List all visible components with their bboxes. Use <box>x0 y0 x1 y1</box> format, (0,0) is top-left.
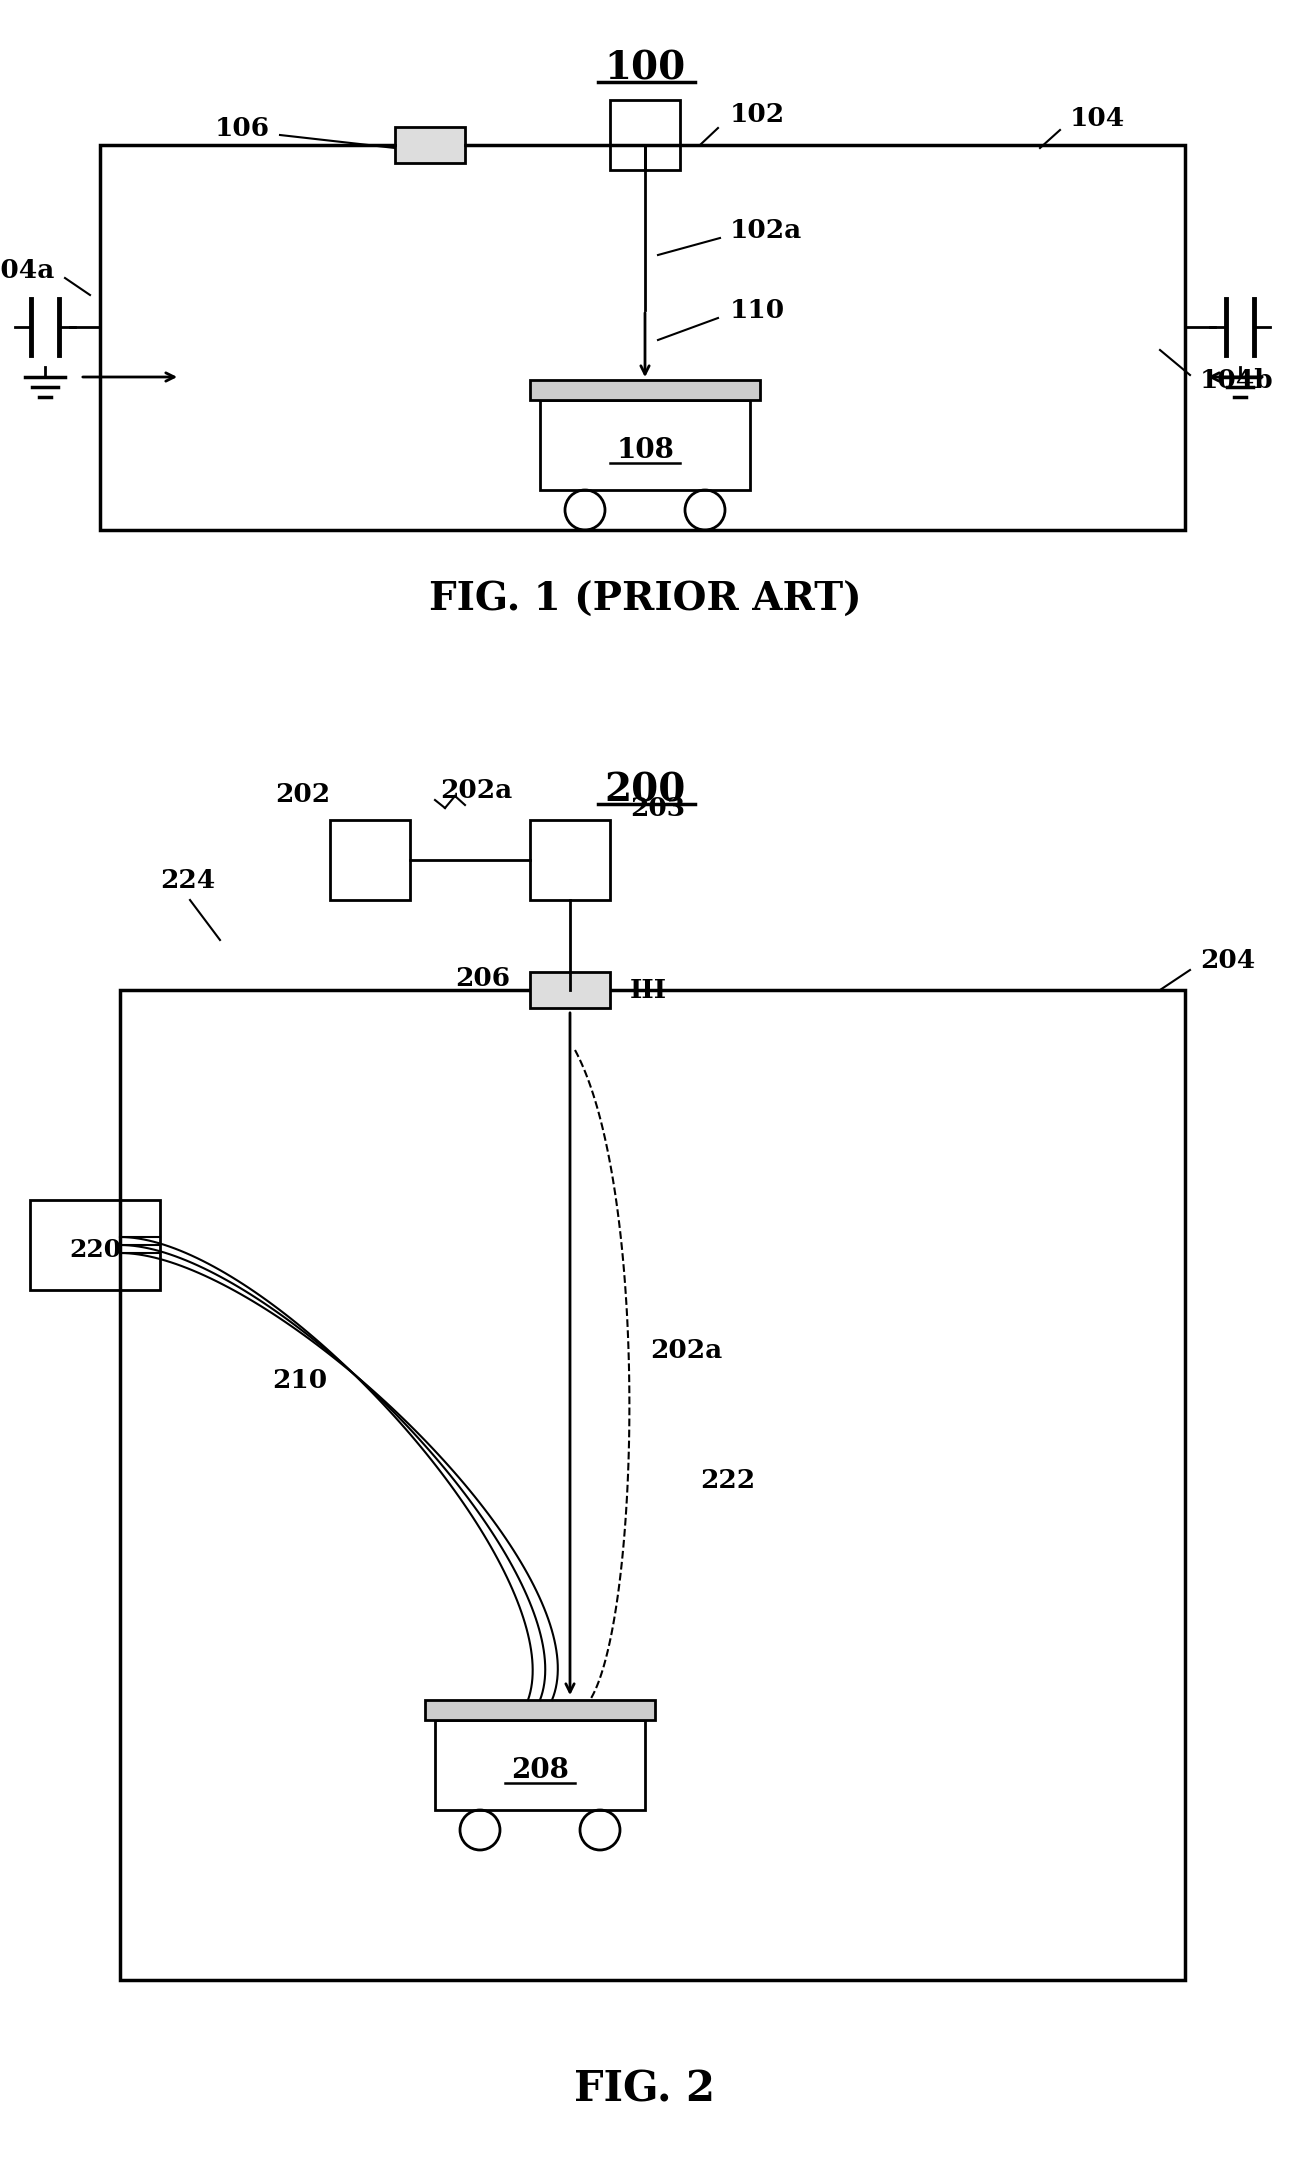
Text: 222: 222 <box>700 1467 755 1494</box>
Bar <box>424 1700 655 1720</box>
Text: 104a: 104a <box>0 257 55 283</box>
Text: 200: 200 <box>604 772 686 809</box>
Bar <box>395 126 464 163</box>
Text: FIG. 1 (PRIOR ART): FIG. 1 (PRIOR ART) <box>428 580 862 620</box>
Bar <box>120 989 1186 1981</box>
Text: 208: 208 <box>511 1757 569 1783</box>
Bar <box>435 1720 645 1811</box>
Text: 202a: 202a <box>650 1337 722 1363</box>
Bar <box>101 146 1186 530</box>
Text: 104b: 104b <box>1200 367 1273 393</box>
Text: 106: 106 <box>215 115 270 141</box>
Text: 203: 203 <box>630 796 685 820</box>
Bar <box>530 820 610 900</box>
Bar <box>330 820 410 900</box>
Text: 202a: 202a <box>440 778 512 802</box>
Bar <box>541 400 749 489</box>
Text: 104: 104 <box>1069 107 1125 130</box>
Text: 102: 102 <box>730 102 786 128</box>
Bar <box>530 972 610 1009</box>
Text: 100: 100 <box>605 50 685 87</box>
Text: 202: 202 <box>275 783 330 807</box>
Text: 108: 108 <box>617 437 673 463</box>
Text: 204: 204 <box>1200 948 1255 972</box>
Text: 210: 210 <box>272 1367 328 1394</box>
Bar <box>610 100 680 170</box>
Text: FIG. 2: FIG. 2 <box>574 2070 716 2111</box>
Bar <box>30 1200 160 1289</box>
Text: III: III <box>630 978 667 1002</box>
Text: 206: 206 <box>455 965 510 991</box>
Text: 220: 220 <box>68 1237 121 1261</box>
Text: 102a: 102a <box>730 217 802 243</box>
Bar <box>530 380 760 400</box>
Text: 110: 110 <box>730 298 786 322</box>
Text: 224: 224 <box>160 867 215 894</box>
